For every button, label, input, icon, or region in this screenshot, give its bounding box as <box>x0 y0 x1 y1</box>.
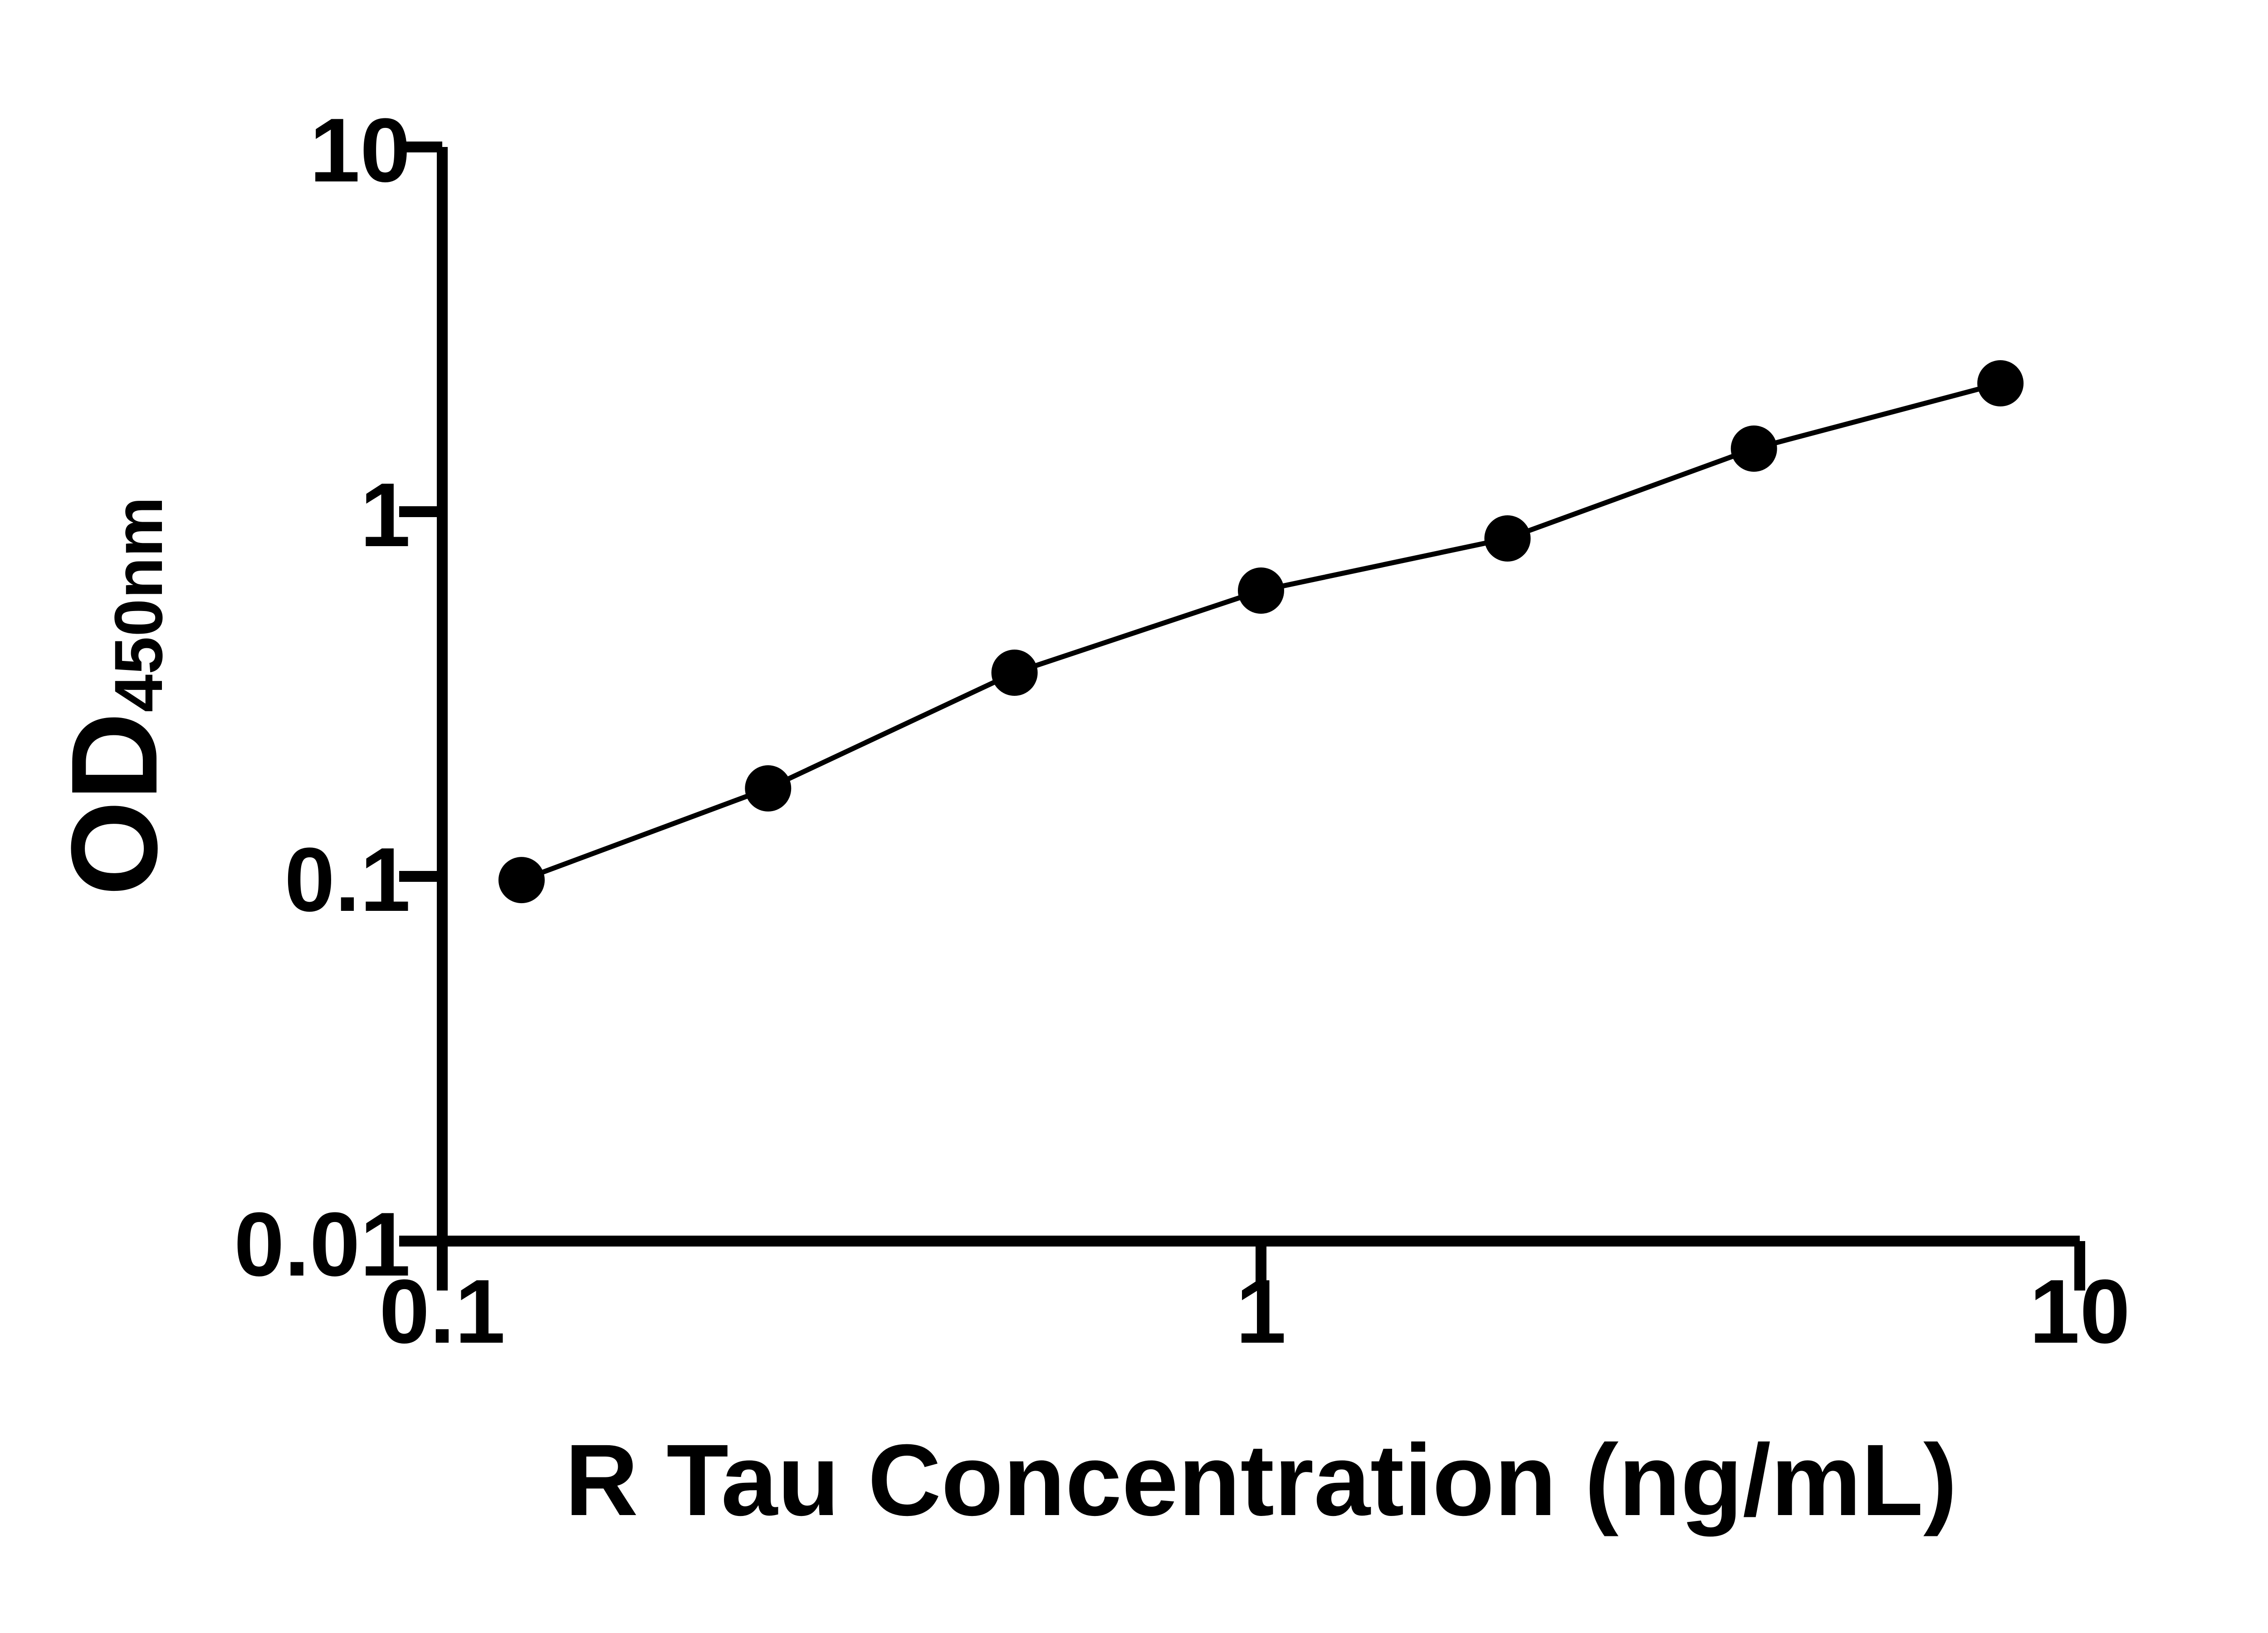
svg-text:10: 10 <box>2029 1261 2130 1362</box>
svg-text:0.1: 0.1 <box>284 829 411 930</box>
svg-text:0.1: 0.1 <box>379 1261 505 1362</box>
svg-text:OD450nm: OD450nm <box>46 497 183 896</box>
svg-text:10: 10 <box>310 100 411 201</box>
svg-text:1: 1 <box>360 464 411 566</box>
svg-text:R Tau Concentration (ng/mL): R Tau Concentration (ng/mL) <box>565 1423 1957 1537</box>
svg-text:1: 1 <box>1236 1261 1286 1362</box>
